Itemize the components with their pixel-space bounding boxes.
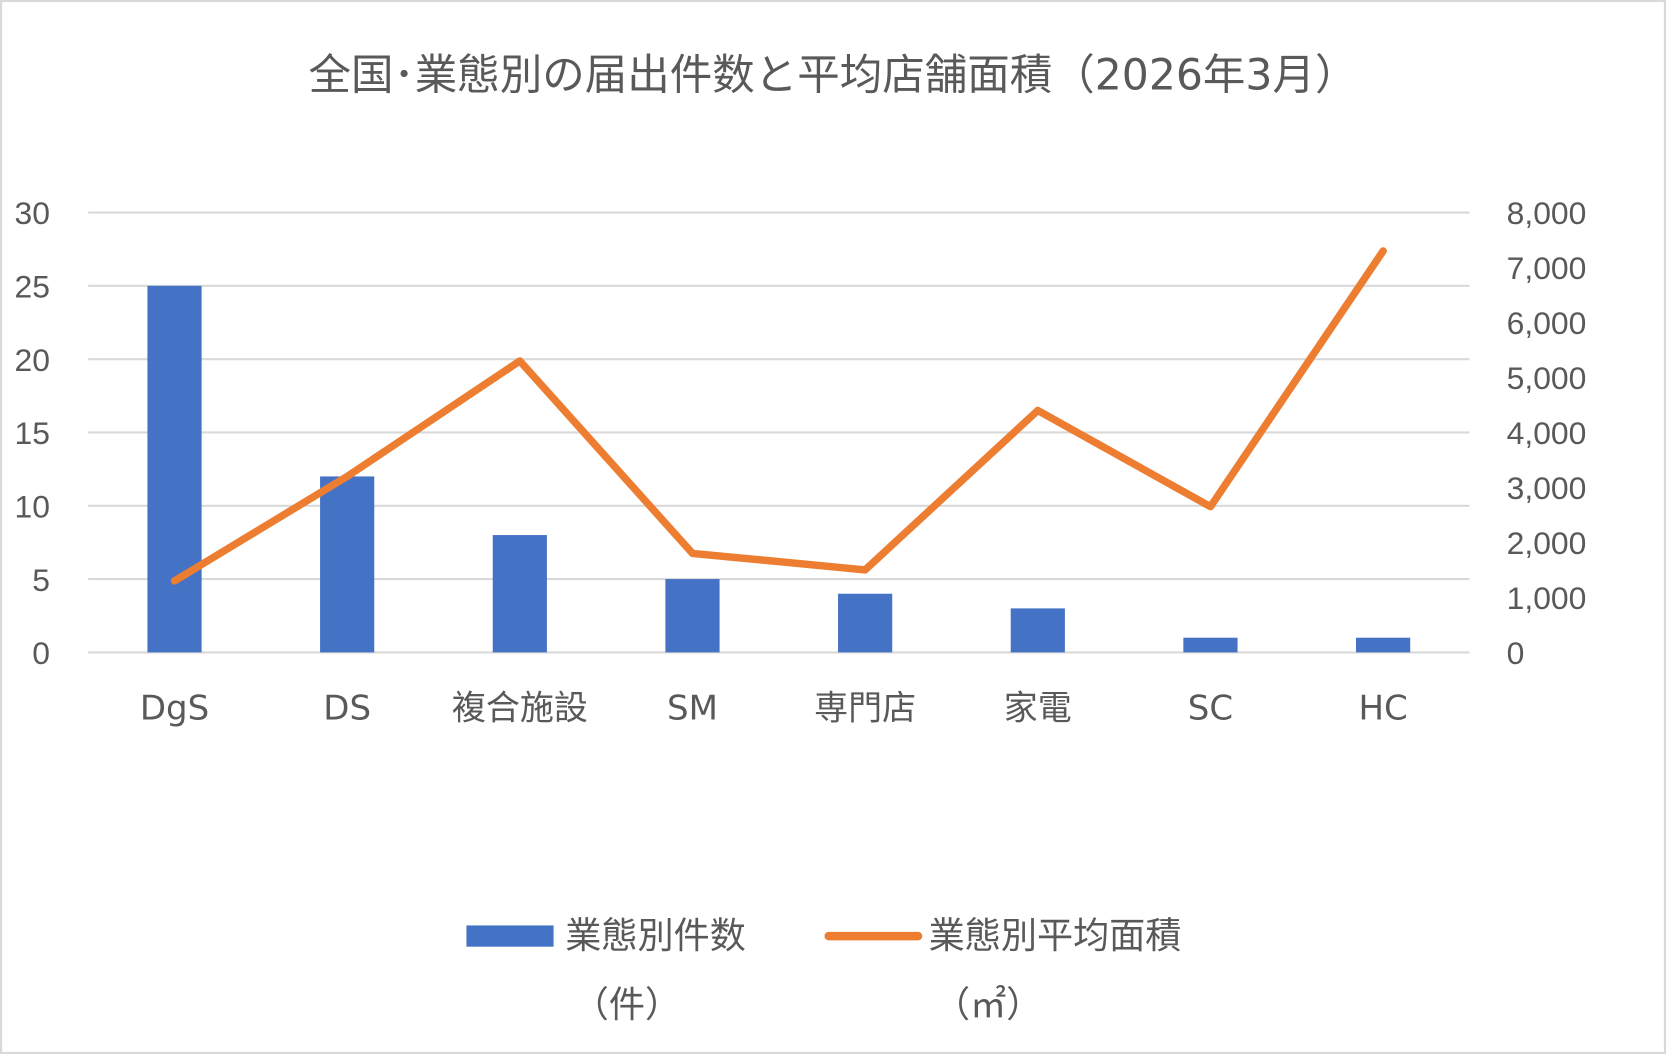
right-axis-tick: 3,000 xyxy=(1507,470,1587,506)
category-label: 専門店 xyxy=(814,688,916,728)
legend-bar-label: 業態別件数 xyxy=(565,914,746,957)
bar xyxy=(838,593,893,653)
bar xyxy=(1010,608,1065,653)
left-axis-tick: 30 xyxy=(15,195,50,231)
right-axis-tick: 5,000 xyxy=(1507,360,1587,396)
legend: 業態別件数 （件） 業態別平均面積 （㎡） xyxy=(466,914,1181,1026)
bar xyxy=(492,535,547,653)
bar xyxy=(1356,637,1411,653)
legend-bar-unit: （件） xyxy=(573,983,681,1026)
left-axis-tick: 20 xyxy=(15,342,50,378)
category-label: DS xyxy=(323,688,371,728)
right-axis-tick: 7,000 xyxy=(1507,250,1587,286)
left-axis-tick: 10 xyxy=(15,488,50,524)
legend-line-label: 業態別平均面積 xyxy=(929,914,1182,957)
category-label: 複合施設 xyxy=(452,688,588,728)
bar xyxy=(320,476,375,653)
category-label: HC xyxy=(1358,688,1407,728)
left-axis-tick: 15 xyxy=(15,415,50,451)
left-axis-tick: 0 xyxy=(32,635,50,671)
right-axis-tick: 8,000 xyxy=(1507,195,1587,231)
left-axis-tick: 25 xyxy=(15,269,50,305)
chart-title: 全国･業態別の届出件数と平均店舗面積（2026年3月） xyxy=(309,51,1358,100)
legend-bar-swatch xyxy=(466,925,554,947)
bar xyxy=(147,285,202,653)
legend-line-unit: （㎡） xyxy=(934,983,1042,1026)
bar xyxy=(1183,637,1238,653)
bar xyxy=(665,579,720,653)
category-label: SM xyxy=(667,688,718,728)
right-axis-tick: 2,000 xyxy=(1507,525,1587,561)
left-axis-tick: 5 xyxy=(32,562,50,598)
category-label: SC xyxy=(1188,688,1233,728)
right-axis-tick: 1,000 xyxy=(1507,580,1587,616)
category-label: DgS xyxy=(140,688,209,728)
category-label: 家電 xyxy=(1004,688,1072,728)
right-axis-tick: 0 xyxy=(1507,635,1525,671)
right-axis-tick: 6,000 xyxy=(1507,305,1587,341)
area-line xyxy=(170,247,1387,585)
right-axis-tick: 4,000 xyxy=(1507,415,1587,451)
